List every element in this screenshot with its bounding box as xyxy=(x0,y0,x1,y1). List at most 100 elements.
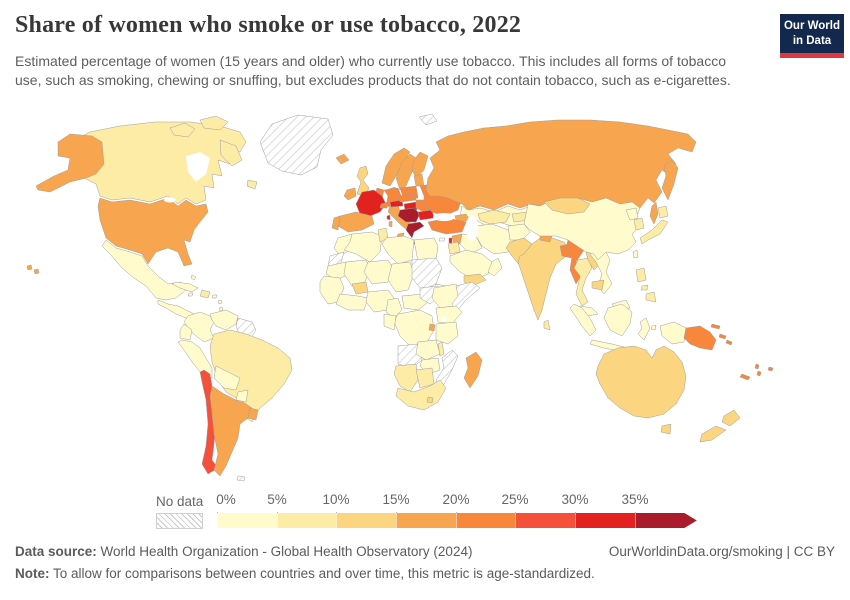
country-philippines-luzon[interactable]: Philippines: 5-10% xyxy=(635,267,647,283)
country-lebanon[interactable]: Lebanon: 30-35% xyxy=(448,237,453,244)
country-france[interactable]: France: 30-35% xyxy=(355,189,387,217)
country-sri-lanka[interactable]: Sri Lanka: 5-10% xyxy=(543,319,551,331)
country-svalbard[interactable]: Svalbard: No data xyxy=(418,113,438,126)
legend-color-bar[interactable] xyxy=(217,513,697,528)
country-new-caledonia[interactable]: New Caledonia: 20-25% xyxy=(739,373,751,381)
country-greenland[interactable]: Greenland: No data xyxy=(259,114,334,176)
country-sardinia[interactable]: Italy: 15-20% xyxy=(388,220,393,228)
country-mozambique[interactable]: Mozambique: No data xyxy=(435,349,459,393)
no-data-swatch[interactable] xyxy=(156,513,203,529)
legend-bin-35-plus[interactable] xyxy=(634,513,697,528)
country-indonesia-sulawesi[interactable]: Indonesia: 0-5% xyxy=(637,317,651,341)
country-drc[interactable]: Democratic Republic of Congo: 0-5% xyxy=(393,309,435,347)
legend-bin-25-30[interactable] xyxy=(515,513,576,528)
country-venezuela[interactable]: Venezuela: 0-5% xyxy=(209,309,239,331)
country-oman[interactable]: Oman: 0-5% xyxy=(487,257,503,277)
country-indonesia-moluccas[interactable]: Indonesia: 0-5% xyxy=(650,324,657,331)
country-russia[interactable]: Russia: 15-20% xyxy=(425,119,697,211)
legend-bin-20-25[interactable] xyxy=(455,513,516,528)
country-chad[interactable]: Chad: 0-5% xyxy=(387,261,415,293)
country-taiwan[interactable]: Taiwan: 0-5% xyxy=(632,249,639,259)
country-bahamas[interactable]: Caribbean islands: 0-5% xyxy=(190,274,197,281)
country-west-africa[interactable]: Senegal & West Africa: 0-5% xyxy=(319,275,345,305)
country-angola[interactable]: Angola: No data xyxy=(397,343,423,369)
country-vietnam[interactable]: Vietnam: 0-5% xyxy=(589,245,613,295)
country-portugal[interactable]: Portugal: 15-20% xyxy=(331,215,341,231)
country-namibia[interactable]: Namibia: 5-10% xyxy=(393,363,419,393)
country-png-new-britain[interactable]: Papua New Guinea: 20-25% xyxy=(710,323,721,330)
country-fiji[interactable]: Fiji: 20-25% xyxy=(767,366,774,372)
country-iran[interactable]: Iran: 0-5% xyxy=(475,223,515,255)
country-nz-south[interactable]: New Zealand: 10-15% xyxy=(699,425,727,443)
legend-bin-10-15[interactable] xyxy=(336,513,397,528)
country-lesser-antilles2[interactable]: Caribbean islands: 0-5% xyxy=(218,306,224,312)
country-indonesia-sumatra[interactable]: Indonesia: 0-5% xyxy=(569,303,597,337)
country-lesser-antilles1[interactable]: Caribbean islands: 0-5% xyxy=(217,299,223,305)
country-corsica[interactable]: France: 30-35% xyxy=(386,214,391,221)
country-uganda-kenya[interactable]: Uganda & Kenya: 0-5% xyxy=(435,305,463,325)
country-indonesia-borneo[interactable]: Indonesia: 0-5% xyxy=(603,303,633,337)
country-zambia[interactable]: Zambia: 0-5% xyxy=(415,339,441,361)
country-mauritania[interactable]: Mauritania: 0-5% xyxy=(325,261,351,281)
country-greece[interactable]: Greece: 35%+ xyxy=(405,221,425,239)
country-usa-alaska[interactable]: United States: 15-20% xyxy=(35,133,105,193)
country-ireland[interactable]: Ireland: 15-20% xyxy=(343,187,357,201)
country-canada-arctic2[interactable]: Canada: 5-10% xyxy=(199,115,229,131)
country-mongolia[interactable]: Mongolia: 10-15% xyxy=(543,197,591,215)
country-japan-honshu[interactable]: Japan: 5-10% xyxy=(639,219,669,245)
country-hispaniola[interactable]: Haiti & Dominican Republic: 5-10% xyxy=(199,289,211,299)
country-cyprus[interactable]: Cyprus: No data xyxy=(438,237,446,242)
country-usa-hawaii1[interactable]: United States: 15-20% xyxy=(26,264,33,271)
country-cuba[interactable]: Cuba: 0-5% xyxy=(171,281,199,293)
country-tasmania[interactable]: Australia: 10-15% xyxy=(660,423,672,435)
country-jamaica[interactable]: Caribbean islands: 0-5% xyxy=(187,292,194,297)
country-argentina[interactable]: Argentina: 15-20% xyxy=(209,385,253,477)
country-nz-north[interactable]: New Zealand: 10-15% xyxy=(721,409,741,427)
country-south-korea[interactable]: South Korea: 5-10% xyxy=(633,217,645,231)
owid-logo[interactable]: Our World in Data xyxy=(780,14,844,58)
country-spain[interactable]: Spain: 15-20% xyxy=(337,211,375,233)
country-lesotho[interactable]: Lesotho: 10-15% xyxy=(426,396,434,404)
country-peru[interactable]: Peru: 0-5% xyxy=(177,339,213,379)
country-ecuador[interactable]: Ecuador: 0-5% xyxy=(179,323,193,341)
legend-bin-5-10[interactable] xyxy=(276,513,337,528)
country-china[interactable]: China: 0-5% xyxy=(523,197,641,261)
country-turkmen-uzbek[interactable]: Turkmenistan & Uzbekistan: 5-10% xyxy=(477,209,511,225)
world-map[interactable]: Greenland: No data Svalbard: No data Can… xyxy=(0,108,850,490)
country-ghana-coast[interactable]: Côte d'Ivoire & Ghana: 0-5% xyxy=(335,293,369,311)
country-tanzania[interactable]: Tanzania: 0-5% xyxy=(435,321,459,345)
country-north-korea[interactable]: North Korea: 0-5% xyxy=(625,207,639,221)
country-cambodia[interactable]: Cambodia: 10-15% xyxy=(591,279,605,291)
country-niger[interactable]: Niger: 0-5% xyxy=(363,259,395,285)
country-australia[interactable]: Australia: 10-15% xyxy=(595,345,687,419)
country-philippines-mindanao[interactable]: Philippines: 5-10% xyxy=(645,291,657,303)
country-rwanda-burundi[interactable]: Rwanda & Burundi: 15-20% xyxy=(428,323,436,332)
country-burkina-faso[interactable]: Burkina Faso: 10-15% xyxy=(351,281,369,295)
country-israel-jordan[interactable]: Israel & Jordan: 5-10% xyxy=(447,241,461,255)
country-puerto-rico[interactable]: Caribbean islands: 0-5% xyxy=(211,294,218,299)
country-iceland[interactable]: Iceland: 15-20% xyxy=(335,153,350,165)
country-libya[interactable]: Libya: 0-5% xyxy=(381,235,415,265)
country-russia-kamchatka[interactable]: Russia: 15-20% xyxy=(661,159,679,201)
country-japan-hokkaido[interactable]: Japan: 5-10% xyxy=(657,205,669,219)
country-south-africa[interactable]: South Africa: 5-10% xyxy=(395,379,447,411)
country-indonesia-west-papua[interactable]: Indonesia: 0-5% xyxy=(659,321,687,345)
country-baltics[interactable]: Baltic states: 15-20% xyxy=(413,173,425,187)
country-saudi-arabia[interactable]: Saudi Arabia: 0-5% xyxy=(449,249,493,281)
country-western-balkans[interactable]: Serbia & Western Balkans: 35%+ xyxy=(397,207,421,223)
country-somalia[interactable]: Somalia: No data xyxy=(451,281,481,313)
country-malawi[interactable]: Malawi: 5-10% xyxy=(437,341,445,357)
country-madagascar[interactable]: Madagascar: 15-20% xyxy=(463,351,483,389)
country-uruguay[interactable]: Uruguay: 15-20% xyxy=(247,407,259,421)
country-solomon-islands[interactable]: Solomon Islands: 20-25% xyxy=(718,333,733,346)
country-russia-sakhalin[interactable]: Russia: 15-20% xyxy=(649,201,659,225)
country-usa-hawaii2[interactable]: United States: 15-20% xyxy=(33,268,40,275)
country-india[interactable]: India: 10-15% xyxy=(517,237,571,321)
country-mexico[interactable]: Mexico: 0-5% xyxy=(101,239,187,301)
country-canada-baffin[interactable]: Canada: 5-10% xyxy=(219,139,243,167)
country-norway[interactable]: Norway: 15-20% xyxy=(381,147,411,187)
country-switzerland[interactable]: Switzerland: 20-25% xyxy=(379,201,389,209)
country-philippines-visayas[interactable]: Philippines: 5-10% xyxy=(640,284,649,291)
country-falklands[interactable]: Falkland Islands: No data xyxy=(236,475,246,482)
legend-bin-30-35[interactable] xyxy=(575,513,635,528)
